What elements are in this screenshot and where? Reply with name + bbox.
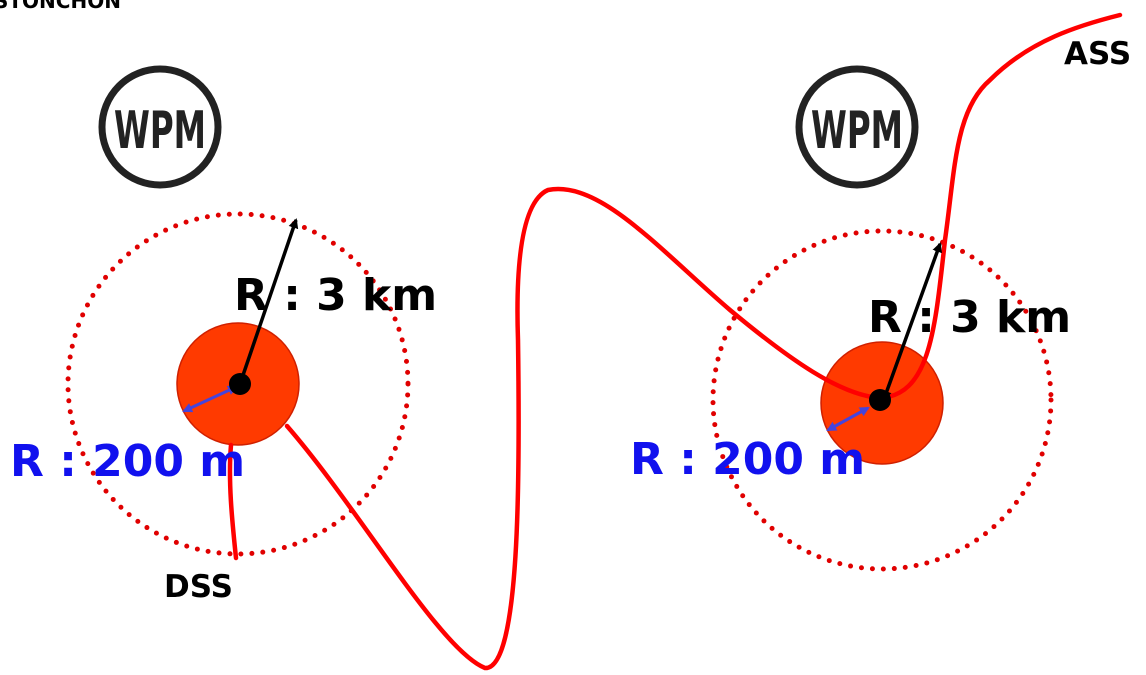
wpm-badge-label: WPM: [114, 101, 206, 161]
inner-radius-arrow-1: [182, 385, 238, 413]
outer-radius-arrow-2: [882, 242, 942, 401]
inner-radius-arrow-2: [826, 406, 870, 432]
header-cut-text: STONCHON: [0, 0, 121, 13]
wpm-badge-1: WPM: [98, 65, 222, 189]
outer-radius-arrow-1: [238, 218, 299, 385]
route-line: [227, 12, 1123, 671]
wpm-badge-2: WPM: [795, 65, 919, 189]
end-label: ASS: [1064, 36, 1131, 72]
outer-zone-1: [65, 211, 411, 557]
inner-radius-label-2: R : 200 m: [630, 434, 865, 485]
start-label: DSS: [164, 569, 233, 605]
outer-radius-label-2: R : 3 km: [868, 292, 1071, 343]
wpm-badge-label: WPM: [811, 101, 903, 161]
outer-radius-label-1: R : 3 km: [234, 270, 437, 321]
inner-radius-label-1: R : 200 m: [10, 436, 245, 487]
outer-zone-2: [710, 228, 1054, 572]
waypoint-center-1: [229, 373, 251, 395]
waypoint-center-2: [869, 389, 891, 411]
